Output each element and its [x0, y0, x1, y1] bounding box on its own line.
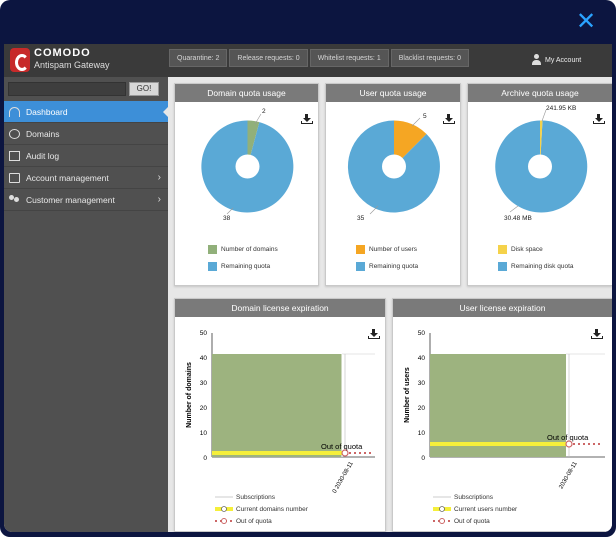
domain-license-panel: Domain license expiration 50 40 30 20 10… — [174, 298, 386, 532]
xtick: 2030-08-11 — [558, 460, 579, 490]
legend-subscriptions: Subscriptions — [236, 494, 276, 501]
legend-current-users: Current users number — [454, 506, 518, 513]
sidebar-item-domains[interactable]: Domains — [4, 123, 168, 145]
current-users-line — [430, 442, 566, 446]
out-of-quota-annotation: Out of quota — [547, 433, 589, 442]
sidebar: GO! Dashboard Domains Audit log Account … — [4, 77, 168, 532]
release-requests-pill[interactable]: Release requests: 0 — [229, 49, 308, 67]
ytick: 20 — [418, 405, 426, 412]
brand-name: COMODO — [34, 47, 91, 59]
ytick: 40 — [200, 355, 208, 362]
close-icon[interactable]: ✕ — [575, 7, 597, 35]
ytick: 30 — [200, 380, 208, 387]
user-license-panel: User license expiration 50 40 30 20 10 0… — [392, 298, 612, 532]
ytick: 50 — [200, 330, 208, 337]
pie-label-disk-space: 241.95 KB — [546, 105, 577, 112]
go-button[interactable]: GO! — [129, 82, 159, 96]
ytick: 20 — [200, 405, 208, 412]
top-bar: COMODO Antispam Gateway Quarantine: 2 Re… — [4, 44, 612, 77]
ytick: 30 — [418, 380, 426, 387]
chevron-right-icon: › — [157, 172, 161, 183]
audit-icon — [9, 151, 20, 161]
ytick: 10 — [200, 430, 208, 437]
pie-label-remaining: 30.48 MB — [504, 215, 532, 222]
my-account-link[interactable]: My Account — [531, 54, 581, 66]
sidebar-item-dashboard[interactable]: Dashboard — [4, 101, 168, 123]
dashboard-icon — [9, 107, 20, 117]
user-quota-panel: User quota usage 5 35 Number of users Re… — [325, 83, 461, 286]
pie-label-domains: 2 — [262, 108, 266, 115]
app-window: COMODO Antispam Gateway Quarantine: 2 Re… — [4, 44, 612, 532]
panel-title: Domain license expiration — [175, 299, 385, 317]
panel-title: Archive quota usage — [468, 84, 612, 102]
pie-slice-number-of-users — [394, 120, 427, 167]
sidebar-item-account-management[interactable]: Account management › — [4, 167, 168, 189]
legend-out-of-quota: Out of quota — [236, 518, 272, 525]
ytick: 0 — [203, 455, 207, 462]
account-icon — [9, 173, 20, 183]
legend-number-of-domains: Number of domains — [208, 245, 278, 254]
panel-title: User quota usage — [326, 84, 460, 102]
panel-title: Domain quota usage — [175, 84, 318, 102]
ytick: 10 — [418, 430, 426, 437]
panel-title: User license expiration — [393, 299, 612, 317]
quarantine-pill[interactable]: Quarantine: 2 — [169, 49, 228, 67]
y-axis-label: Number of domains — [186, 362, 193, 428]
globe-icon — [9, 129, 20, 139]
download-icon[interactable] — [591, 329, 603, 339]
download-icon[interactable] — [301, 114, 313, 124]
archive-quota-panel: Archive quota usage 241.95 KB 30.48 MB D… — [467, 83, 612, 286]
my-account-label: My Account — [545, 56, 582, 64]
legend-remaining-quota: Remaining quota — [208, 262, 270, 271]
legend-subscriptions: Subscriptions — [454, 494, 494, 501]
nav-list: Dashboard Domains Audit log Account mana… — [4, 101, 168, 211]
pie-label-users: 5 — [423, 113, 427, 120]
legend-current-domains: Current domains number — [236, 506, 309, 513]
user-quota-pie — [347, 117, 440, 215]
sidebar-item-label: Dashboard — [26, 107, 68, 117]
customers-icon — [9, 195, 20, 205]
sidebar-item-customer-management[interactable]: Customer management › — [4, 189, 168, 211]
user-icon — [531, 54, 542, 66]
download-icon[interactable] — [443, 114, 455, 124]
user-license-chart: 50 40 30 20 10 0 Number of users Out of … — [404, 330, 605, 525]
sidebar-item-label: Customer management — [26, 195, 115, 205]
archive-quota-pie — [495, 109, 588, 213]
legend-remaining-quota: Remaining quota — [356, 262, 418, 271]
pie-label-remaining: 38 — [223, 215, 231, 222]
search-input[interactable] — [8, 82, 126, 96]
legend-number-of-users: Number of users — [356, 245, 417, 254]
chevron-right-icon: › — [157, 194, 161, 205]
ytick: 0 — [421, 455, 425, 462]
blacklist-requests-pill[interactable]: Blacklist requests: 0 — [390, 49, 469, 67]
sidebar-item-label: Domains — [26, 129, 60, 139]
sidebar-item-label: Audit log — [26, 151, 60, 161]
legend-disk-space: Disk space — [498, 245, 543, 254]
ytick: 40 — [418, 355, 426, 362]
request-counters: Quarantine: 2 Release requests: 0 Whitel… — [169, 49, 469, 67]
whitelist-requests-pill[interactable]: Whitelist requests: 1 — [309, 49, 389, 67]
sidebar-item-label: Account management — [26, 173, 109, 183]
domain-quota-panel: Domain quota usage 2 38 Number of domain… — [174, 83, 319, 286]
pie-label-remaining: 35 — [357, 215, 365, 222]
y-axis-label: Number of users — [404, 367, 411, 423]
domain-license-chart: 50 40 30 20 10 0 Number of domains Out o… — [186, 330, 375, 525]
subscriptions-area — [212, 354, 342, 457]
download-icon[interactable] — [368, 329, 380, 339]
sidebar-item-audit-log[interactable]: Audit log — [4, 145, 168, 167]
domain-quota-pie — [201, 113, 294, 215]
ytick: 50 — [418, 330, 426, 337]
brand-product: Antispam Gateway — [34, 60, 110, 70]
xtick: 0 2030-08-11 — [332, 460, 355, 494]
legend-out-of-quota: Out of quota — [454, 518, 490, 525]
out-of-quota-annotation: Out of quota — [321, 442, 363, 451]
legend-remaining-disk-quota: Remaining disk quota — [498, 262, 574, 271]
subscriptions-area — [430, 354, 566, 457]
comodo-logo-icon — [10, 48, 30, 72]
download-icon[interactable] — [593, 114, 605, 124]
current-domains-line — [212, 451, 342, 455]
